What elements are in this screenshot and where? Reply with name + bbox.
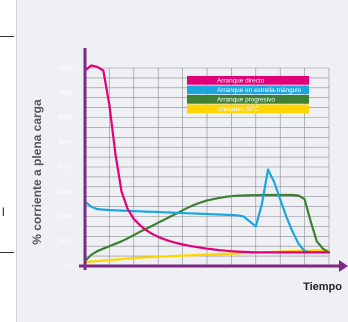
y-tick-label-4: 400%	[58, 165, 74, 171]
series-line-2	[83, 193, 331, 263]
legend-label-1: Arranque en estrella-triángulo	[217, 87, 302, 94]
legend-swatch-0	[187, 76, 309, 85]
left-edge-rule-bottom	[0, 252, 14, 253]
left-edge-rule-top	[0, 36, 14, 37]
y-tick-labels: 0 % 100% 200% 300% 400% 500% 600% 700% 800%	[58, 66, 74, 270]
legend-label-3: Unidades SFC	[217, 106, 259, 113]
y-axis-label: % corriente a plena carga	[30, 99, 44, 245]
y-tick-label-0: 0 %	[63, 264, 74, 270]
legend-swatch-3	[187, 104, 309, 114]
x-axis-arrow	[339, 260, 348, 272]
y-tick-label-7: 700%	[58, 91, 74, 97]
left-edge-text: l	[2, 205, 5, 219]
legend: Arranque directo Arranque en estrella-tri…	[187, 76, 309, 114]
chart-panel: 0 % 100% 200% 300% 400% 500% 600% 700% 800% Arra…	[16, 0, 348, 322]
y-tick-label-6: 600%	[58, 116, 74, 122]
legend-swatch-1	[187, 85, 309, 95]
y-tick-label-5: 500%	[58, 140, 74, 146]
series-line-0	[83, 64, 331, 254]
legend-label-2: Arranque progresivo	[217, 97, 275, 104]
y-tick-label-3: 300%	[58, 190, 74, 196]
series-lines	[83, 64, 331, 264]
y-tick-label-1: 100%	[58, 239, 74, 245]
line-chart: 0 % 100% 200% 300% 400% 500% 600% 700% 800% Arra…	[30, 48, 348, 293]
x-axis-label: Tiempo	[303, 281, 342, 293]
series-line-1	[83, 168, 331, 254]
legend-label-0: Arranque directo	[217, 78, 265, 85]
y-tick-label-2: 200%	[58, 215, 74, 221]
legend-swatch-2	[187, 95, 309, 104]
axes-layer	[79, 48, 348, 272]
y-tick-label-8: 800%	[58, 66, 74, 72]
